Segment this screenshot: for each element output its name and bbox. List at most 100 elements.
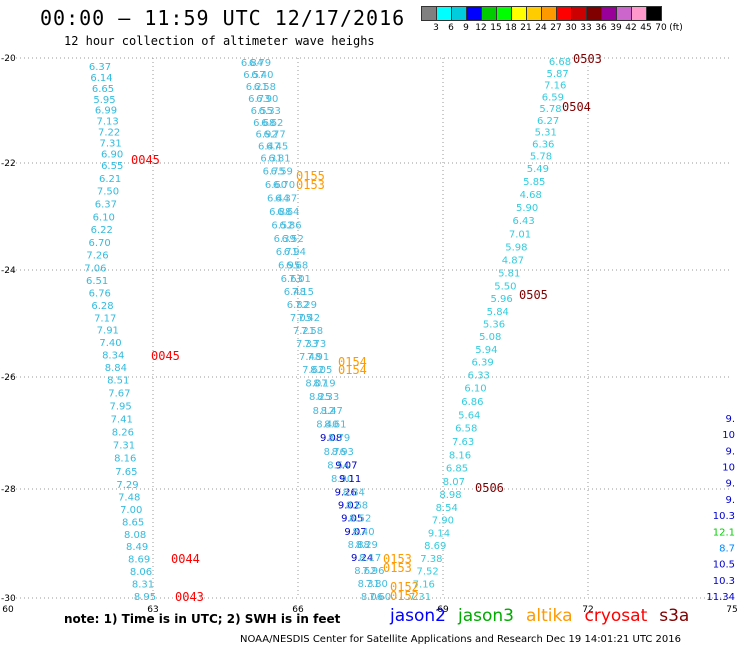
wave-height-value: 5.08: [479, 332, 501, 343]
wave-height-value: 6.92: [255, 130, 277, 141]
wave-height-value: 8.51: [107, 376, 129, 387]
wave-height-value: 8.08: [124, 530, 146, 541]
wave-height-value: 8.93: [332, 447, 354, 458]
wave-height-value: 6.95: [278, 261, 300, 272]
wave-height-value: 6.27: [537, 116, 559, 127]
wave-height-value: 11.34: [706, 592, 735, 603]
time-label: 0152: [390, 580, 419, 594]
wave-height-value: 7.63: [452, 437, 474, 448]
wave-height-value: 6.21: [246, 82, 268, 93]
legend-swatches: [421, 6, 662, 21]
wave-height-value: 7.62: [302, 365, 324, 376]
wave-height-value: 6.68: [253, 118, 275, 129]
wave-height-value: 10.5: [713, 560, 735, 571]
x-tick-label: 63: [147, 605, 158, 615]
wave-height-value: 7.16: [413, 579, 435, 590]
legend-swatch: [496, 6, 512, 21]
wave-height-value: 6.99: [95, 106, 117, 117]
wave-height-value: 8.06: [130, 567, 152, 578]
time-label: 0154: [338, 355, 367, 369]
wave-height-value: 8.68: [346, 501, 368, 512]
wave-height-value: 6.65: [92, 84, 114, 95]
wave-height-value: 5.50: [494, 281, 516, 292]
wave-height-value: 6.88: [269, 207, 291, 218]
wave-height-value: 7.17: [94, 313, 116, 324]
legend-label: 18: [505, 23, 517, 33]
legend-swatch: [421, 6, 437, 21]
wave-height-value: 6.52: [271, 220, 293, 231]
wave-height-value: 6.85: [446, 464, 468, 475]
wave-height-value: 8.76: [324, 447, 346, 458]
wave-height-value: 6.64: [277, 207, 299, 218]
time-label: 0153: [383, 561, 412, 575]
wave-height-value: 6.33: [468, 371, 490, 382]
wave-height-value: 6.76: [89, 288, 111, 299]
wave-height-value: 8.16: [114, 454, 136, 465]
legend-label: 45: [640, 23, 652, 33]
wave-height-value: 6.33: [259, 106, 281, 117]
wave-height-value: 7.90: [432, 516, 454, 527]
y-tick-label: -28: [1, 485, 16, 495]
legend-label: 24: [535, 23, 547, 33]
wave-height-value: 9.24: [351, 553, 373, 564]
legend-swatch: [556, 6, 572, 21]
wave-height-value: 7.58: [301, 326, 323, 337]
wave-height-value: 5.49: [527, 164, 549, 175]
wave-height-value: 6.57: [243, 70, 265, 81]
time-label: 0505: [519, 288, 548, 302]
wave-height-value: 8.84: [343, 488, 365, 499]
wave-height-value: 7.16: [544, 81, 566, 92]
legend-swatch: [526, 6, 542, 21]
wave-height-value: 7.26: [86, 251, 108, 262]
wave-height-value: 7.80: [366, 579, 388, 590]
wave-height-value: 7.95: [109, 402, 131, 413]
legend-swatch: [451, 6, 467, 21]
wave-height-value: 7.96: [362, 566, 384, 577]
wave-height-value: 8.06: [361, 592, 383, 603]
wave-height-value: 9.02: [338, 501, 360, 512]
wave-height-value: 6.73: [248, 94, 270, 105]
wave-height-value: 7.38: [420, 554, 442, 565]
wave-height-value: 6.36: [532, 140, 554, 151]
wave-height-value: 6.70: [88, 238, 110, 249]
wave-height-value: 7.31: [99, 139, 121, 150]
wave-height-value: 8.29: [356, 540, 378, 551]
y-tick-label: -24: [1, 266, 16, 276]
legend-swatch: [481, 6, 497, 21]
y-axis-ticks: -20 -22 -24 -26 -28 -30: [1, 54, 16, 604]
wave-height-value: 6.22: [91, 225, 113, 236]
wave-height-value: 6.14: [90, 73, 112, 84]
time-label: 0043: [175, 590, 204, 604]
x-tick-label: 66: [292, 605, 304, 615]
wave-height-value: 8.34: [102, 351, 124, 362]
wave-height-value: 7.22: [98, 128, 120, 139]
wave-height-value: 7.42: [298, 313, 320, 324]
track-b: 6.685.877.166.595.786.275.316.365.785.49…: [409, 57, 571, 603]
wave-height-value: 6.52: [282, 234, 304, 245]
wave-height-value: 6.37: [95, 200, 117, 211]
wave-height-value: 5.31: [535, 128, 557, 139]
wave-height-value: 6.55: [101, 161, 123, 172]
wave-height-value: 6.58: [455, 424, 477, 435]
wave-height-value: 7.33: [296, 339, 318, 350]
wave-height-value: 7.13: [96, 117, 118, 128]
wave-height-value: 6.94: [284, 247, 306, 258]
wave-height-value: 6.43: [512, 216, 534, 227]
legend-label: 42: [625, 23, 637, 33]
wave-height-value: 5.95: [93, 95, 115, 106]
wave-height-value: 7.52: [416, 567, 438, 578]
legend-label: 9: [463, 23, 469, 33]
wave-height-value: 10.3: [713, 511, 735, 522]
x-tick-label: 60: [2, 605, 14, 615]
legend-swatch: [511, 6, 527, 21]
wave-height-value: 5.64: [458, 410, 480, 421]
satellite-label: s3a: [659, 606, 690, 626]
wave-height-value: 6.90: [256, 94, 278, 105]
wave-height-value: 6.68: [549, 57, 571, 68]
wave-height-value: 7.40: [99, 338, 121, 349]
wave-height-value: 9.: [725, 446, 735, 457]
legend-swatch: [586, 6, 602, 21]
wave-height-value: 6.75: [263, 167, 285, 178]
legend-label: 33: [580, 23, 592, 33]
